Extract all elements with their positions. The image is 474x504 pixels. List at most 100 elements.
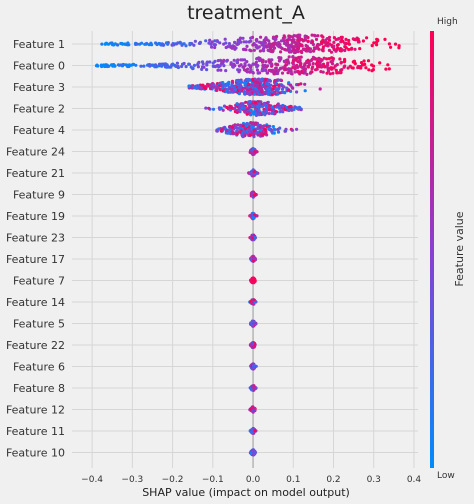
shap-dot — [230, 88, 234, 92]
shap-dot — [232, 85, 236, 89]
shap-dot — [277, 43, 281, 47]
shap-dot — [274, 81, 278, 85]
shap-dot — [277, 87, 281, 91]
shap-dot — [316, 34, 320, 38]
shap-dot — [271, 42, 275, 46]
shap-dot — [287, 88, 291, 92]
shap-dot — [205, 68, 209, 72]
shap-dot — [267, 103, 271, 107]
shap-dot — [249, 36, 253, 40]
shap-dot — [350, 66, 354, 70]
shap-dot — [244, 100, 248, 104]
feature-label: Feature 14 — [6, 296, 65, 309]
shap-dot — [336, 37, 340, 41]
shap-dot — [207, 41, 211, 45]
shap-dot — [289, 71, 293, 75]
shap-dot — [251, 70, 255, 74]
shap-dot — [274, 87, 278, 91]
shap-dot — [270, 108, 274, 112]
shap-dot — [298, 63, 302, 68]
shap-dot — [272, 72, 276, 76]
shap-dot — [159, 64, 163, 68]
shap-dot — [237, 92, 241, 96]
shap-dot — [119, 63, 123, 67]
shap-dot — [264, 104, 268, 108]
shap-dot — [282, 59, 286, 63]
feature-label: Feature 10 — [6, 447, 65, 460]
shap-dot — [215, 129, 219, 133]
shap-dot — [280, 71, 285, 75]
shap-dot — [302, 48, 307, 52]
shap-dot — [266, 82, 270, 86]
shap-dot — [215, 88, 219, 92]
shap-dot — [309, 58, 313, 63]
shap-dot — [272, 84, 276, 88]
shap-dot — [285, 41, 289, 45]
shap-dot — [125, 43, 129, 47]
shap-dot — [224, 84, 228, 88]
shap-dot — [264, 90, 268, 94]
shap-dot — [150, 43, 154, 47]
shap-dot — [300, 37, 304, 42]
shap-dot — [261, 104, 265, 108]
shap-dot — [375, 43, 379, 47]
shap-dot — [164, 64, 168, 68]
shap-dot — [353, 47, 357, 51]
shap-dot — [286, 71, 290, 75]
shap-dot — [200, 67, 204, 71]
shap-dot — [255, 68, 260, 72]
shap-dot — [208, 38, 212, 42]
shap-dot — [255, 214, 259, 218]
shap-dot — [334, 68, 338, 72]
shap-dot — [343, 48, 347, 53]
shap-dot — [358, 66, 362, 70]
shap-dot — [329, 60, 333, 64]
x-tick-label: 0.3 — [367, 475, 381, 485]
shap-dot — [263, 68, 267, 72]
feature-label: Feature 2 — [13, 103, 65, 116]
shap-dot — [258, 56, 262, 61]
shap-dot — [325, 64, 329, 68]
x-tick-label: 0.4 — [407, 475, 422, 485]
shap-dot — [260, 59, 264, 63]
shap-dot — [225, 59, 229, 63]
shap-dot — [184, 65, 188, 69]
shap-dot — [370, 44, 374, 48]
shap-dot — [237, 64, 241, 68]
shap-dot — [263, 127, 267, 132]
shap-dot — [174, 42, 179, 46]
feature-label: Feature 12 — [6, 404, 65, 417]
shap-dot — [296, 50, 300, 54]
shap-dot — [265, 71, 269, 75]
shap-dot — [289, 43, 293, 47]
shap-dot — [231, 130, 235, 134]
shap-dot — [266, 124, 270, 128]
shap-dot — [252, 133, 256, 137]
shap-dot — [255, 81, 259, 85]
shap-dot — [295, 127, 299, 131]
shap-dot — [235, 60, 239, 64]
shap-dot — [239, 123, 243, 127]
shap-dot — [282, 39, 286, 43]
shap-dot — [290, 38, 294, 42]
shap-dot — [397, 44, 401, 48]
colorbar-high-label: High — [437, 17, 458, 27]
shap-dot — [265, 38, 269, 42]
shap-dot — [250, 236, 255, 240]
shap-dot — [193, 39, 197, 43]
shap-dot — [316, 46, 320, 50]
shap-dot — [310, 70, 314, 74]
shap-dot — [325, 41, 330, 45]
shap-dot — [276, 92, 280, 96]
shap-dot — [281, 36, 285, 40]
shap-dot — [250, 122, 254, 126]
shap-dot — [325, 71, 329, 75]
shap-dot — [318, 87, 322, 91]
shap-dot — [361, 39, 365, 43]
shap-dot — [258, 87, 262, 91]
x-tick-label: −0.2 — [162, 475, 184, 485]
shap-dot — [249, 39, 253, 43]
feature-label: Feature 11 — [6, 425, 65, 438]
shap-dot — [295, 90, 299, 94]
